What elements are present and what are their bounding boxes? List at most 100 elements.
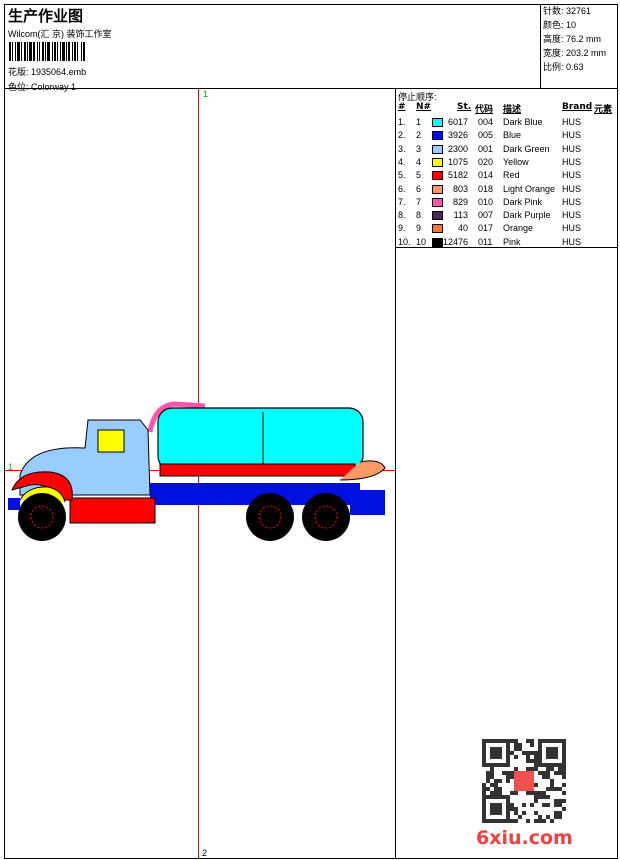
stop-sequence-panel: 停止顺序: # N# St. 代码 描述 Brand 元素 1. 1 6017 …: [395, 89, 618, 859]
row-stitches: 829: [452, 196, 468, 207]
row-index: 8.: [398, 210, 406, 221]
row-brand: HUS: [562, 143, 582, 154]
row-stitches: 12476: [442, 236, 468, 247]
color-swatch: [432, 197, 443, 207]
row-code: 020: [478, 156, 494, 167]
row-number: 4: [416, 156, 422, 167]
header-element: 元素: [594, 105, 613, 115]
file-label: 花版:: [8, 67, 29, 77]
header-number: N#: [416, 102, 432, 112]
row-stitches: 6017: [447, 117, 468, 127]
color-swatch: [432, 184, 443, 194]
row-brand: HUS: [562, 183, 582, 194]
stop-sequence-title: 停止顺序:: [398, 92, 437, 102]
row-code: 018: [478, 183, 494, 194]
stat-colors: 颜色: 10: [543, 20, 577, 30]
row-code: 017: [478, 223, 494, 234]
row-stitches: 2300: [447, 143, 468, 154]
row-index: 4.: [398, 156, 406, 167]
color-stop-row: 5. 5 5182 014 Red HUS: [396, 169, 618, 182]
qr-code: [482, 739, 566, 823]
row-description: Orange: [503, 223, 534, 234]
color-stop-row: 8. 8 113 007 Dark Purple HUS: [396, 209, 618, 222]
marker-bottom: 2: [202, 848, 208, 858]
row-index: 2.: [398, 130, 406, 141]
page-frame: [4, 4, 618, 859]
color-stop-row: 7. 7 829 010 Dark Pink HUS: [396, 196, 618, 209]
stop-sequence-table: 停止顺序: # N# St. 代码 描述 Brand 元素 1. 1 6017 …: [396, 89, 618, 248]
colorway-value: Colorway 1: [31, 82, 77, 92]
row-number: 9: [416, 223, 422, 234]
row-description: Dark Green: [503, 143, 550, 154]
row-stitches: 5182: [447, 170, 468, 181]
page-title: 生产作业图: [8, 8, 84, 25]
row-index: 6.: [398, 183, 406, 194]
design-file: 花版: 1935064.emb: [8, 65, 86, 78]
row-index: 3.: [398, 143, 406, 154]
row-description: Yellow: [503, 156, 529, 167]
row-code: 004: [478, 117, 494, 127]
row-number: 3: [416, 143, 422, 154]
row-code: 014: [478, 170, 494, 181]
barcode: [9, 42, 122, 61]
row-stitches: 803: [452, 183, 468, 194]
header-stitches: St.: [457, 102, 472, 112]
color-swatch: [432, 237, 443, 247]
header-brand: Brand: [562, 102, 593, 112]
file-name: 1935064.emb: [31, 67, 87, 77]
marker-top: 1: [203, 89, 209, 99]
color-stop-row: 2. 2 3926 005 Blue HUS: [396, 129, 618, 142]
color-swatch: [432, 211, 443, 221]
row-number: 5: [416, 170, 422, 181]
row-description: Dark Blue: [503, 117, 543, 127]
row-code: 005: [478, 130, 494, 141]
color-stop-row: 1. 1 6017 004 Dark Blue HUS: [396, 116, 618, 129]
row-index: 7.: [398, 196, 406, 207]
row-number: 10: [416, 236, 427, 247]
colorway: 色位: Colorway 1: [8, 80, 76, 93]
row-brand: HUS: [562, 156, 582, 167]
row-brand: HUS: [562, 170, 582, 181]
row-index: 9.: [398, 223, 406, 234]
colorway-label: 色位:: [8, 82, 29, 92]
design-stats: 针数: 32761 颜色: 10 高度: 76.2 mm 宽度: 203.2 m…: [540, 4, 618, 89]
row-stitches: 113: [453, 210, 468, 221]
row-code: 011: [478, 236, 493, 247]
stat-height: 高度: 76.2 mm: [543, 34, 602, 44]
stat-scale: 比例: 0.63: [543, 62, 584, 72]
row-stitches: 3926: [447, 130, 468, 141]
color-stop-row: 3. 3 2300 001 Dark Green HUS: [396, 143, 618, 156]
color-swatch: [432, 171, 443, 181]
row-number: 7: [416, 196, 422, 207]
marker-left: 1: [8, 462, 14, 472]
row-brand: HUS: [562, 130, 582, 141]
row-description: Blue: [503, 130, 522, 141]
row-description: Dark Purple: [503, 210, 551, 221]
color-swatch: [432, 157, 443, 167]
header-index: #: [398, 102, 406, 112]
row-index: 5.: [398, 170, 406, 181]
row-code: 007: [478, 210, 494, 221]
row-index: 1.: [398, 117, 406, 127]
color-swatch: [432, 144, 443, 154]
row-stitches: 1075: [447, 156, 468, 167]
stat-width: 宽度: 203.2 mm: [543, 48, 607, 58]
color-swatch: [432, 131, 443, 141]
row-brand: HUS: [562, 223, 582, 234]
row-description: Pink: [503, 236, 521, 247]
color-swatch: [432, 224, 443, 234]
row-code: 001: [478, 143, 494, 154]
row-description: Red: [503, 170, 520, 181]
row-code: 010: [478, 196, 494, 207]
row-index: 10.: [398, 236, 411, 247]
color-stop-row: 6. 6 803 018 Light Orange HUS: [396, 183, 618, 196]
row-brand: HUS: [562, 236, 582, 247]
watermark-logo: 6xiu.com: [476, 827, 573, 849]
row-number: 8: [416, 210, 422, 221]
company-name: Wilcom(汇 京) 装饰工作室: [8, 29, 112, 39]
row-number: 1: [416, 117, 422, 127]
color-swatch: [432, 118, 443, 127]
row-brand: HUS: [562, 117, 582, 127]
color-stop-row: 10. 10 12476 011 Pink HUS: [396, 236, 618, 249]
row-description: Dark Pink: [503, 196, 543, 207]
